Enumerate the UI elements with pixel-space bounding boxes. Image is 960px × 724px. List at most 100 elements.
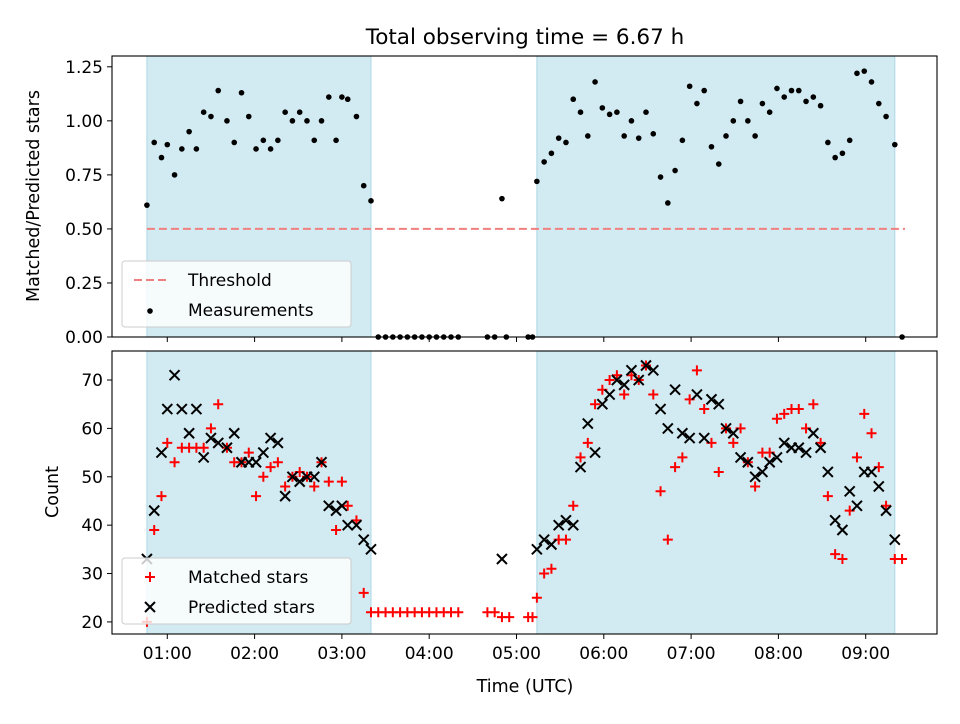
- data-point: [846, 137, 853, 144]
- data-point: [691, 365, 702, 376]
- data-point: [713, 398, 725, 410]
- data-point: [730, 118, 737, 124]
- data-point: [267, 146, 274, 152]
- data-point: [705, 393, 718, 406]
- data-point: [527, 612, 538, 623]
- data-point: [205, 432, 217, 444]
- data-point: [243, 447, 254, 458]
- data-point: [582, 437, 593, 448]
- data-point: [253, 146, 259, 152]
- data-point: [560, 534, 571, 545]
- data-point: [574, 461, 587, 473]
- data-point: [763, 456, 776, 468]
- data-point: [655, 486, 666, 497]
- data-point: [315, 456, 328, 468]
- data-point: [563, 139, 569, 146]
- data-point: [592, 79, 598, 85]
- data-point: [318, 118, 325, 124]
- data-point: [331, 524, 342, 535]
- data-point: [339, 94, 345, 100]
- data-point: [727, 427, 740, 439]
- legend-x-swatch: [144, 601, 156, 613]
- data-point: [555, 135, 562, 141]
- data-point: [539, 568, 550, 579]
- data-point: [647, 364, 659, 377]
- data-point: [545, 538, 558, 551]
- data-point: [715, 161, 722, 167]
- data-point: [272, 437, 284, 449]
- data-point: [590, 399, 601, 410]
- data-point: [788, 87, 795, 94]
- data-point: [599, 105, 606, 111]
- data-point: [698, 432, 710, 444]
- data-point: [582, 417, 594, 430]
- data-point: [837, 554, 848, 565]
- data-point: [745, 118, 751, 124]
- x-tick-label: 05:00: [492, 644, 541, 664]
- data-point: [604, 375, 615, 386]
- data-point: [881, 500, 892, 511]
- data-point: [231, 139, 238, 146]
- data-point: [275, 137, 281, 144]
- data-point: [734, 451, 747, 464]
- data-point: [577, 109, 584, 115]
- data-point: [851, 452, 862, 463]
- data-point: [648, 389, 659, 400]
- data-point: [224, 118, 230, 124]
- data-point: [567, 519, 579, 531]
- y-tick-label: 0.00: [65, 328, 103, 348]
- data-point: [606, 111, 613, 118]
- data-point: [541, 159, 547, 165]
- data-point: [238, 89, 245, 96]
- data-point: [304, 118, 310, 124]
- data-point: [205, 423, 216, 434]
- data-point: [164, 141, 171, 148]
- data-point: [258, 471, 269, 482]
- data-point: [575, 452, 586, 463]
- data-point: [830, 549, 841, 560]
- data-point: [264, 432, 277, 444]
- y-tick-label: 30: [81, 565, 103, 585]
- data-point: [832, 154, 838, 161]
- data-point: [169, 457, 180, 468]
- data-point: [499, 195, 505, 202]
- data-point: [311, 137, 318, 144]
- data-point: [293, 475, 306, 488]
- data-point: [179, 146, 185, 152]
- data-point: [148, 504, 160, 517]
- x-tick-label: 09:00: [841, 644, 890, 664]
- data-point: [531, 592, 542, 603]
- data-point: [552, 519, 565, 531]
- data-point: [611, 374, 623, 386]
- data-point: [183, 427, 195, 439]
- data-point: [296, 109, 303, 115]
- data-point: [568, 500, 579, 511]
- data-point: [807, 427, 820, 439]
- data-point: [596, 398, 609, 410]
- data-point: [323, 500, 335, 512]
- data-point: [531, 543, 543, 556]
- data-point: [251, 491, 262, 502]
- data-point: [353, 113, 360, 120]
- data-point: [822, 491, 833, 502]
- data-point: [158, 154, 165, 161]
- data-point: [670, 462, 681, 473]
- data-point: [489, 607, 500, 618]
- data-point: [808, 399, 819, 410]
- data-point: [679, 137, 686, 144]
- data-point: [272, 457, 283, 468]
- y-tick-label: 40: [81, 516, 103, 536]
- data-point: [683, 432, 696, 444]
- data-point: [198, 442, 209, 453]
- data-point: [176, 403, 188, 415]
- data-point: [836, 524, 849, 536]
- data-point: [723, 133, 729, 139]
- data-point: [496, 553, 508, 565]
- data-point: [279, 490, 291, 502]
- data-point: [628, 118, 635, 124]
- data-point: [654, 403, 667, 415]
- legend: Matched stars Predicted stars: [121, 557, 352, 625]
- data-point: [662, 534, 673, 545]
- y-tick-label: 0.50: [65, 220, 103, 240]
- data-point: [793, 404, 804, 415]
